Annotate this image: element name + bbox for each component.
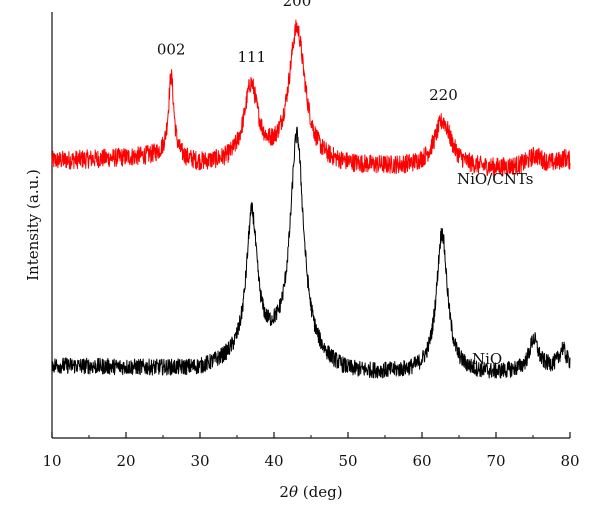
x-ticks: 10 20 30 40 50 60 70 80	[42, 432, 580, 470]
x-tick-label: 50	[338, 452, 357, 470]
peak-label-220: 220	[429, 86, 458, 104]
series-layer	[51, 19, 571, 379]
x-tick-label: 40	[264, 452, 283, 470]
y-axis-title: Intensity (a.u.)	[24, 169, 42, 281]
series-label-nio: NiO	[472, 350, 502, 368]
x-tick-label: 80	[560, 452, 579, 470]
x-tick-label: 60	[412, 452, 431, 470]
peak-label-002: 002	[157, 41, 186, 59]
series-label-nio-cnts: NiO/CNTs	[457, 170, 534, 188]
x-tick-label: 70	[486, 452, 505, 470]
x-tick-label: 10	[42, 452, 61, 470]
x-tick-label: 30	[190, 452, 209, 470]
series-line-nio	[51, 126, 571, 379]
x-axis-title: 2θ (deg)	[279, 483, 342, 501]
peak-label-111: 111	[237, 48, 266, 66]
peak-label-200: 200	[283, 0, 312, 10]
series-line-nio-cnts	[51, 19, 571, 177]
x-tick-label: 20	[116, 452, 135, 470]
